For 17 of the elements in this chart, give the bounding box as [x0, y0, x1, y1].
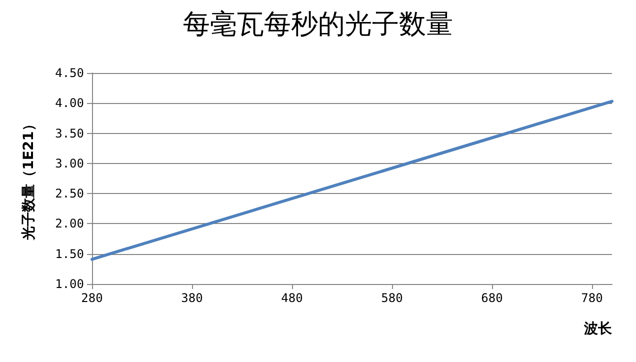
y-tick-label: 4.50 [55, 66, 84, 80]
chart-title: 每毫瓦每秒的光子数量 [183, 9, 453, 40]
x-axis-title: 波长 [583, 321, 613, 337]
x-tick-label: 380 [181, 291, 203, 305]
x-tick-label: 580 [381, 291, 403, 305]
x-tick-label: 480 [281, 291, 303, 305]
y-tick-label: 3.00 [55, 156, 84, 170]
y-tick-label: 2.50 [55, 186, 84, 201]
y-tick-label: 4.00 [55, 96, 84, 110]
y-tick-label: 3.50 [55, 126, 84, 140]
x-tick-label: 280 [81, 291, 103, 305]
x-tick-label: 680 [481, 291, 503, 305]
y-tick-label: 2.00 [55, 216, 84, 231]
y-axis-title: 光子数量（1E21） [21, 117, 37, 241]
y-tick-label: 1.00 [55, 277, 84, 291]
y-tick-label: 1.50 [55, 246, 84, 261]
x-tick-label: 780 [581, 291, 603, 305]
